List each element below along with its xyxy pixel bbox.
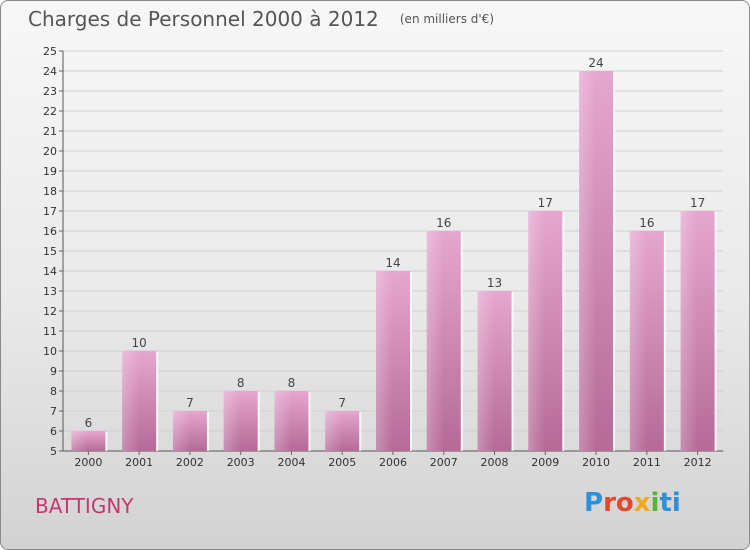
bar-value-label: 14 bbox=[385, 256, 400, 270]
x-tick-label: 2008 bbox=[481, 456, 509, 469]
x-tick-label: 2009 bbox=[531, 456, 559, 469]
bar-highlight bbox=[629, 231, 647, 451]
y-tick-label: 11 bbox=[43, 325, 57, 338]
x-tick-label: 2012 bbox=[684, 456, 712, 469]
bar-value-label: 17 bbox=[538, 196, 553, 210]
x-tick-label: 2006 bbox=[379, 456, 407, 469]
y-tick-label: 19 bbox=[43, 165, 57, 178]
logo-letters-2: x bbox=[633, 488, 651, 518]
y-tick-label: 13 bbox=[43, 285, 57, 298]
y-tick-label: 17 bbox=[43, 205, 57, 218]
y-tick-label: 16 bbox=[43, 225, 57, 238]
y-tick-label: 14 bbox=[43, 265, 57, 278]
y-tick-label: 22 bbox=[43, 105, 57, 118]
y-tick-label: 6 bbox=[50, 425, 57, 438]
y-tick-label: 23 bbox=[43, 85, 57, 98]
x-axis-ticks: 2000 2001 2002 2003 2004 2005 2006 2007 2008 2009… bbox=[74, 451, 712, 469]
logo-letters-4: ti bbox=[659, 488, 681, 518]
x-tick-label: 2004 bbox=[277, 456, 305, 469]
bar-highlight bbox=[680, 211, 698, 451]
logo-letters-3: i bbox=[650, 488, 660, 518]
bar-highlight bbox=[71, 431, 89, 451]
x-tick-label: 2003 bbox=[227, 456, 255, 469]
logo-letters-1: ro bbox=[603, 488, 634, 518]
bar-highlight bbox=[172, 411, 190, 451]
x-tick-label: 2000 bbox=[74, 456, 102, 469]
bars bbox=[71, 71, 717, 451]
bar-highlight bbox=[122, 351, 140, 451]
bar-highlight bbox=[325, 411, 343, 451]
x-tick-label: 2010 bbox=[582, 456, 610, 469]
bar-value-label: 6 bbox=[85, 416, 93, 430]
y-tick-label: 15 bbox=[43, 245, 57, 258]
bar-value-label: 13 bbox=[487, 276, 502, 290]
bar-value-label: 16 bbox=[436, 216, 451, 230]
x-tick-label: 2007 bbox=[430, 456, 458, 469]
commune-name: BATTIGNY bbox=[35, 494, 134, 518]
y-tick-label: 8 bbox=[50, 385, 57, 398]
chart-subtitle: (en milliers d'€) bbox=[399, 12, 494, 26]
value-labels: 6 10 7 8 8 7 14 16 13 17 24 16 17 bbox=[85, 56, 706, 430]
bar-highlight bbox=[477, 291, 495, 451]
x-tick-label: 2002 bbox=[176, 456, 204, 469]
y-tick-label: 20 bbox=[43, 145, 57, 158]
y-tick-label: 5 bbox=[50, 445, 57, 458]
x-tick-label: 2011 bbox=[633, 456, 661, 469]
x-tick-label: 2001 bbox=[125, 456, 153, 469]
logo-letters-0: P bbox=[584, 488, 604, 518]
bar-highlight bbox=[426, 231, 444, 451]
y-tick-label: 25 bbox=[43, 45, 57, 58]
y-tick-label: 7 bbox=[50, 405, 57, 418]
bar-value-label: 7 bbox=[186, 396, 194, 410]
y-tick-label: 21 bbox=[43, 125, 57, 138]
bar-highlight bbox=[528, 211, 546, 451]
y-tick-label: 9 bbox=[50, 365, 57, 378]
y-axis-ticks: 5 6 7 8 9 10 11 12 13 14 15 16 17 18 19 20 21 22 23 24 25 bbox=[43, 45, 63, 458]
bar-highlight bbox=[579, 71, 597, 451]
bar-highlight bbox=[274, 391, 292, 451]
bar-highlight bbox=[376, 271, 393, 451]
chart-title: Charges de Personnel 2000 à 2012 bbox=[28, 7, 379, 31]
bar-value-label: 7 bbox=[338, 396, 346, 410]
bar-value-label: 10 bbox=[132, 336, 147, 350]
bar-highlight bbox=[223, 391, 241, 451]
proxiti-logo: Proxiti bbox=[584, 488, 681, 518]
y-tick-label: 18 bbox=[43, 185, 57, 198]
bar-value-label: 17 bbox=[690, 196, 705, 210]
bar-value-label: 8 bbox=[288, 376, 296, 390]
title-row: Charges de Personnel 2000 à 2012 (en mil… bbox=[28, 7, 494, 31]
y-tick-label: 12 bbox=[43, 305, 57, 318]
y-tick-label: 24 bbox=[43, 65, 57, 78]
bar-value-label: 8 bbox=[237, 376, 245, 390]
bar-value-label: 24 bbox=[588, 56, 603, 70]
x-tick-label: 2005 bbox=[328, 456, 356, 469]
y-tick-label: 10 bbox=[43, 345, 57, 358]
bar-value-label: 16 bbox=[639, 216, 654, 230]
